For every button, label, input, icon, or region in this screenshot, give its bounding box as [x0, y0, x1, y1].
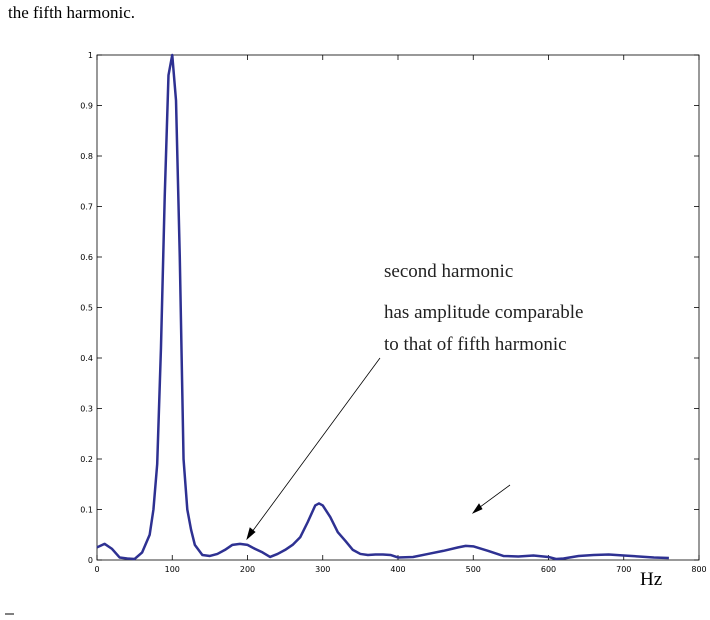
x-tick-label: 400 — [390, 565, 405, 574]
y-tick-label: 1 — [88, 51, 93, 60]
y-tick-label: 0.5 — [80, 304, 93, 313]
x-tick-label: 600 — [541, 565, 556, 574]
x-tick-label: 700 — [616, 565, 631, 574]
y-tick-label: 0 — [88, 556, 93, 565]
y-tick-label: 0.2 — [80, 455, 93, 464]
caption: the fifth harmonic. — [8, 3, 135, 22]
y-tick-label: 0.3 — [80, 405, 93, 414]
x-tick-label: 300 — [315, 565, 330, 574]
line-series — [96, 53, 669, 561]
x-tick-label: 100 — [165, 565, 180, 574]
y-tick-label: 0.4 — [80, 354, 93, 363]
arrows — [246, 357, 511, 541]
x-tick-label: 0 — [94, 565, 99, 574]
x-tick-label: 500 — [466, 565, 481, 574]
annotation: has amplitude comparable — [384, 302, 583, 323]
annotation: to that of fifth harmonic — [384, 334, 567, 355]
y-tick-label: 0.6 — [80, 253, 93, 262]
y-tick-label: 0.7 — [80, 203, 93, 212]
y-tick-label: 0.9 — [80, 102, 93, 111]
y-tick-label: 0.1 — [80, 506, 93, 515]
x-tick-label: 800 — [691, 565, 706, 574]
x-axis-label: Hz — [640, 569, 662, 590]
x-tick-label: 200 — [240, 565, 255, 574]
annotation: second harmonic — [384, 261, 513, 282]
y-tick-label: 0.8 — [80, 152, 93, 161]
